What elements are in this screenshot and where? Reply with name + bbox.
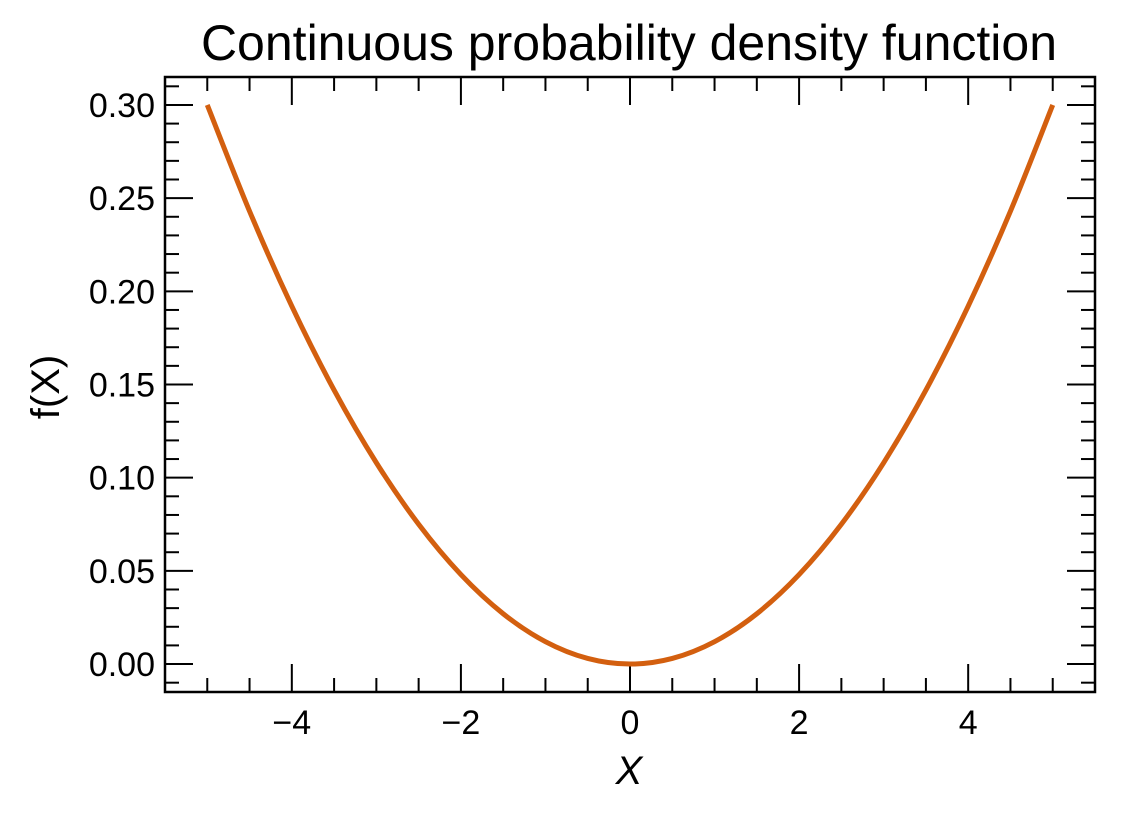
y-tick-label: 0.10 <box>89 460 155 498</box>
chart-title: Continuous probability density function <box>201 15 1057 71</box>
y-tick-labels: 0.00 0.05 0.10 0.15 0.20 0.25 0.30 <box>89 87 155 684</box>
y-tick-label: 0.15 <box>89 367 155 405</box>
y-tick-label: 0.00 <box>89 646 155 684</box>
y-tick-label: 0.05 <box>89 553 155 591</box>
y-axis-label: f(X) <box>24 355 68 419</box>
minor-ticks <box>164 77 1096 692</box>
x-tick-label: 4 <box>959 704 978 742</box>
major-ticks <box>165 77 1095 692</box>
y-tick-label: 0.25 <box>89 180 155 218</box>
series-line <box>204 104 1056 667</box>
x-tick-label: −4 <box>272 704 311 742</box>
y-tick-label: 0.20 <box>89 273 155 311</box>
y-tick-label: 0.30 <box>89 87 155 125</box>
x-tick-labels: −4 −2 0 2 4 <box>272 704 977 742</box>
x-tick-label: −2 <box>442 704 481 742</box>
x-tick-label: 0 <box>621 704 640 742</box>
x-axis-label: X <box>615 749 644 793</box>
plot-frame <box>163 75 1097 694</box>
x-tick-label: 2 <box>790 704 809 742</box>
